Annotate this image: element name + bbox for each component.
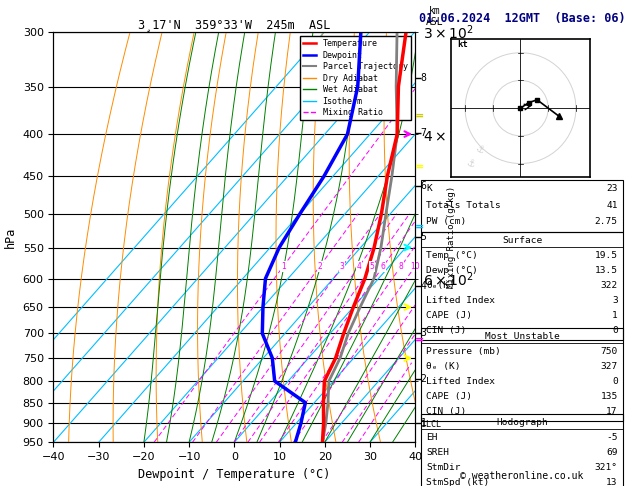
Text: 17: 17	[606, 407, 618, 416]
Text: CIN (J): CIN (J)	[426, 407, 467, 416]
Text: =: =	[415, 335, 424, 345]
Text: Surface: Surface	[502, 236, 542, 245]
Text: =: =	[415, 162, 424, 172]
Text: 01.06.2024  12GMT  (Base: 06): 01.06.2024 12GMT (Base: 06)	[419, 12, 625, 25]
Text: 4: 4	[357, 262, 361, 271]
Text: 4: 4	[421, 281, 426, 291]
Text: 7: 7	[421, 128, 426, 138]
Text: Temp (°C): Temp (°C)	[426, 251, 478, 260]
Text: Hodograph: Hodograph	[496, 418, 548, 427]
Text: 0: 0	[612, 327, 618, 335]
Text: 23: 23	[606, 184, 618, 193]
Text: 750: 750	[601, 347, 618, 356]
Text: =: =	[415, 111, 424, 121]
Text: 322: 322	[601, 281, 618, 290]
Text: ⚓: ⚓	[465, 157, 476, 170]
Text: 1: 1	[612, 312, 618, 320]
Title: 3¸17'N  359°33'W  245m  ASL: 3¸17'N 359°33'W 245m ASL	[138, 18, 330, 32]
Text: 5: 5	[370, 262, 374, 271]
Text: kt: kt	[457, 40, 467, 49]
Text: θₑ(K): θₑ(K)	[426, 281, 455, 290]
Text: Lifted Index: Lifted Index	[426, 377, 496, 386]
Text: Lifted Index: Lifted Index	[426, 296, 496, 305]
Text: K: K	[426, 184, 432, 193]
Text: 13: 13	[606, 478, 618, 486]
Text: 6: 6	[381, 262, 386, 271]
Text: 1: 1	[281, 262, 286, 271]
Text: 13.5: 13.5	[594, 266, 618, 275]
Text: 135: 135	[601, 392, 618, 401]
Text: Pressure (mb): Pressure (mb)	[426, 347, 501, 356]
Text: 6: 6	[421, 181, 426, 191]
Text: CIN (J): CIN (J)	[426, 327, 467, 335]
Text: Most Unstable: Most Unstable	[485, 332, 559, 341]
Text: CAPE (J): CAPE (J)	[426, 392, 472, 401]
Text: 1LCL: 1LCL	[421, 420, 441, 430]
Text: 1: 1	[421, 417, 426, 428]
Legend: Temperature, Dewpoint, Parcel Trajectory, Dry Adiabat, Wet Adiabat, Isotherm, Mi: Temperature, Dewpoint, Parcel Trajectory…	[300, 36, 411, 121]
Text: StmDir: StmDir	[426, 463, 461, 472]
Text: 19.5: 19.5	[594, 251, 618, 260]
Text: 327: 327	[601, 362, 618, 371]
Text: 321°: 321°	[594, 463, 618, 472]
Text: CAPE (J): CAPE (J)	[426, 312, 472, 320]
Text: 2: 2	[421, 374, 426, 384]
Text: Totals Totals: Totals Totals	[426, 201, 501, 210]
Text: 8: 8	[421, 73, 426, 83]
Text: Dewp (°C): Dewp (°C)	[426, 266, 478, 275]
Text: StmSpd (kt): StmSpd (kt)	[426, 478, 490, 486]
Text: =: =	[415, 221, 424, 231]
Text: EH: EH	[426, 433, 438, 442]
Text: θₑ (K): θₑ (K)	[426, 362, 461, 371]
Text: 5: 5	[421, 232, 426, 242]
X-axis label: Dewpoint / Temperature (°C): Dewpoint / Temperature (°C)	[138, 468, 330, 481]
Text: PW (cm): PW (cm)	[426, 217, 467, 226]
Text: 2: 2	[317, 262, 322, 271]
Text: 3: 3	[421, 329, 426, 338]
Text: 41: 41	[606, 201, 618, 210]
Text: SREH: SREH	[426, 448, 450, 457]
Text: 10: 10	[410, 262, 420, 271]
Text: 0: 0	[612, 377, 618, 386]
Text: km
ASL: km ASL	[426, 6, 444, 28]
Y-axis label: hPa: hPa	[4, 226, 17, 247]
Text: 8: 8	[399, 262, 403, 271]
Text: ⚓: ⚓	[472, 143, 485, 156]
Text: 69: 69	[606, 448, 618, 457]
Text: Mixing Ratio (g/kg): Mixing Ratio (g/kg)	[447, 186, 456, 288]
Text: 3: 3	[612, 296, 618, 305]
Text: 2.75: 2.75	[594, 217, 618, 226]
Text: © weatheronline.co.uk: © weatheronline.co.uk	[460, 471, 584, 481]
Text: 3: 3	[340, 262, 345, 271]
Text: -5: -5	[606, 433, 618, 442]
